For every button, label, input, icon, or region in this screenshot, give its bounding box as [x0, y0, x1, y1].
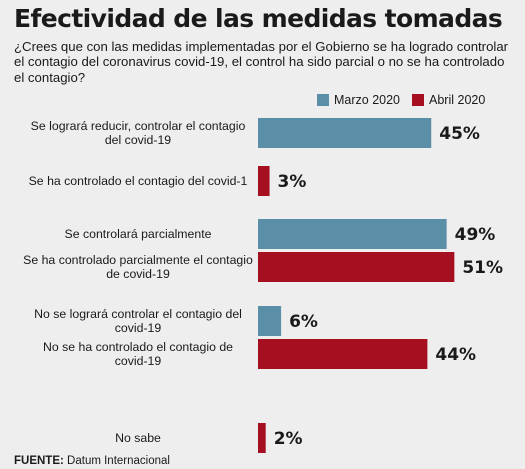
category-label-3: Se controlará parcialmente [65, 227, 212, 241]
value-label-5: 6% [289, 312, 318, 332]
bar-1 [258, 118, 432, 148]
legend-item-marzo: Marzo 2020 [317, 93, 400, 107]
source-note: FUENTE: Datum Internacional [14, 455, 170, 467]
value-label-4: 51% [462, 258, 503, 278]
bar-5 [258, 306, 282, 336]
source-value: Datum Internacional [67, 455, 170, 467]
category-label-2: Se ha controlado el contagio del covid-1 [29, 174, 248, 188]
legend-swatch-abril [412, 94, 425, 106]
legend: Marzo 2020 Abril 2020 [317, 93, 485, 107]
survey-question: ¿Crees que con las medidas implementadas… [14, 39, 509, 85]
value-label-6: 44% [435, 345, 476, 365]
category-label-1: Se logrará reducir, controlar el contagi… [31, 119, 246, 147]
bar-4 [258, 252, 455, 282]
chart-title: Efectividad de las medidas tomadas [14, 4, 503, 33]
legend-item-abril: Abril 2020 [412, 93, 485, 107]
value-label-2: 3% [278, 172, 307, 192]
legend-label-marzo: Marzo 2020 [334, 93, 401, 107]
legend-swatch-marzo [317, 94, 329, 106]
legend-label-abril: Abril 2020 [429, 93, 486, 107]
category-label-7: No sabe [115, 431, 161, 445]
bar-3 [258, 219, 447, 249]
value-label-3: 49% [455, 225, 496, 245]
bar-6 [258, 339, 428, 369]
source-label: FUENTE: [14, 455, 64, 467]
category-label-5: No se logrará controlar el contagio del c… [34, 307, 242, 335]
value-label-7: 2% [274, 429, 303, 449]
category-label-6: No se ha controlado el contagio de covid-… [43, 340, 233, 368]
bar-2 [258, 166, 270, 196]
category-label-4: Se ha controlado parcialmente el contagi… [23, 253, 253, 281]
value-label-1: 45% [439, 124, 480, 144]
bar-7 [258, 423, 266, 453]
